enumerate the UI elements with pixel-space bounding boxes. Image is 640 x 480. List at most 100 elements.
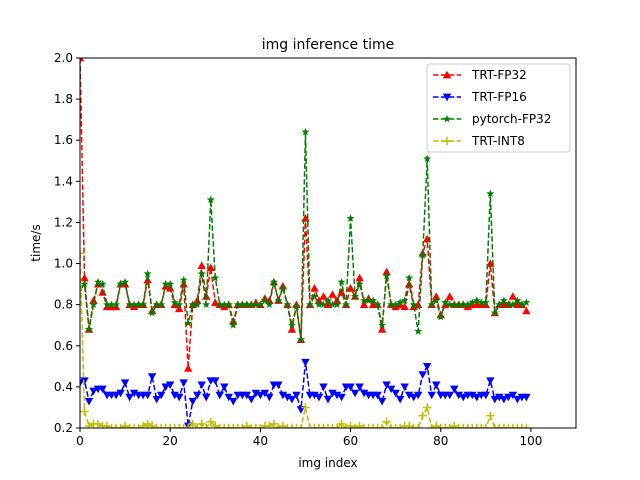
data-point xyxy=(156,423,166,428)
data-point xyxy=(445,391,454,400)
data-point xyxy=(319,300,328,309)
data-point xyxy=(378,321,387,329)
data-point xyxy=(513,296,522,304)
data-point xyxy=(157,300,166,309)
legend-label: TRT-INT8 xyxy=(471,134,525,148)
data-point xyxy=(337,419,346,428)
data-point xyxy=(188,397,197,406)
data-point xyxy=(179,275,188,284)
data-point xyxy=(165,381,175,390)
data-point xyxy=(391,389,400,398)
data-point xyxy=(468,423,477,428)
data-point xyxy=(129,389,139,398)
data-point xyxy=(396,298,405,307)
data-point xyxy=(346,383,355,392)
data-point xyxy=(391,300,400,309)
legend-marker xyxy=(443,114,451,123)
data-point xyxy=(238,423,247,428)
data-point xyxy=(395,395,405,404)
data-point xyxy=(454,391,463,400)
data-point xyxy=(400,296,409,304)
data-point xyxy=(310,423,319,428)
data-point xyxy=(472,393,481,402)
data-point xyxy=(156,391,166,400)
data-point xyxy=(382,417,391,427)
data-point xyxy=(368,423,378,428)
data-point xyxy=(508,300,517,309)
data-point xyxy=(184,364,193,372)
data-point xyxy=(193,391,202,400)
data-point xyxy=(139,300,148,309)
data-point xyxy=(400,383,409,392)
data-point xyxy=(161,279,170,288)
data-point xyxy=(508,391,518,400)
y-axis-ticks: 0.2 0.4 0.6 0.8 1.0 1.2 1.4 1.6 1.8 2.0 xyxy=(54,51,80,435)
data-point xyxy=(179,379,188,387)
data-point xyxy=(134,423,143,428)
series-line xyxy=(80,362,527,427)
data-point xyxy=(242,421,252,428)
data-point xyxy=(333,300,342,309)
data-point xyxy=(121,277,130,286)
plot-frame xyxy=(79,57,577,429)
data-point xyxy=(184,318,193,327)
data-point xyxy=(508,423,518,428)
data-point xyxy=(310,391,319,400)
data-point xyxy=(112,300,121,309)
data-point xyxy=(522,423,531,428)
data-point xyxy=(175,423,184,428)
series-pytorch-fp32 xyxy=(80,127,531,344)
data-point xyxy=(242,391,252,400)
data-point xyxy=(287,395,297,404)
data-point xyxy=(332,391,342,400)
data-point xyxy=(513,395,522,404)
data-point xyxy=(283,423,292,428)
data-point xyxy=(80,249,85,258)
data-point xyxy=(111,423,121,428)
data-point xyxy=(274,381,283,390)
data-point xyxy=(305,300,314,309)
data-point xyxy=(328,389,337,398)
data-point xyxy=(296,335,305,344)
data-point xyxy=(432,421,441,428)
data-point xyxy=(377,397,387,406)
data-point xyxy=(188,300,197,309)
data-point xyxy=(427,391,436,400)
data-point xyxy=(350,389,360,398)
data-point xyxy=(310,284,319,292)
data-point xyxy=(522,298,531,307)
data-point xyxy=(495,300,504,309)
data-point xyxy=(278,421,288,428)
data-point xyxy=(102,421,112,428)
data-point xyxy=(314,423,324,428)
data-point xyxy=(265,300,274,309)
data-point xyxy=(445,300,454,309)
data-point xyxy=(233,300,242,309)
data-point xyxy=(319,292,328,300)
series-layer xyxy=(80,58,531,428)
data-point xyxy=(337,393,346,402)
data-point xyxy=(269,419,279,428)
y-axis-label: time/s xyxy=(29,224,43,261)
data-point xyxy=(80,279,89,288)
data-point xyxy=(395,423,405,428)
data-point xyxy=(116,423,125,428)
y-tick-label: 0.6 xyxy=(54,339,73,353)
data-point xyxy=(206,417,215,427)
data-point xyxy=(359,389,369,398)
data-point xyxy=(98,385,107,394)
data-point xyxy=(350,423,360,428)
data-point xyxy=(486,189,495,198)
data-point xyxy=(324,296,332,304)
data-point xyxy=(98,279,107,288)
data-point xyxy=(481,423,491,428)
data-point xyxy=(432,292,441,300)
data-point xyxy=(211,421,220,428)
legend-marker xyxy=(442,136,452,146)
y-tick-label: 2.0 xyxy=(54,51,73,65)
data-point xyxy=(251,300,260,309)
data-point xyxy=(206,195,215,204)
data-point xyxy=(468,298,477,307)
data-point xyxy=(256,300,265,309)
data-point xyxy=(247,395,256,404)
